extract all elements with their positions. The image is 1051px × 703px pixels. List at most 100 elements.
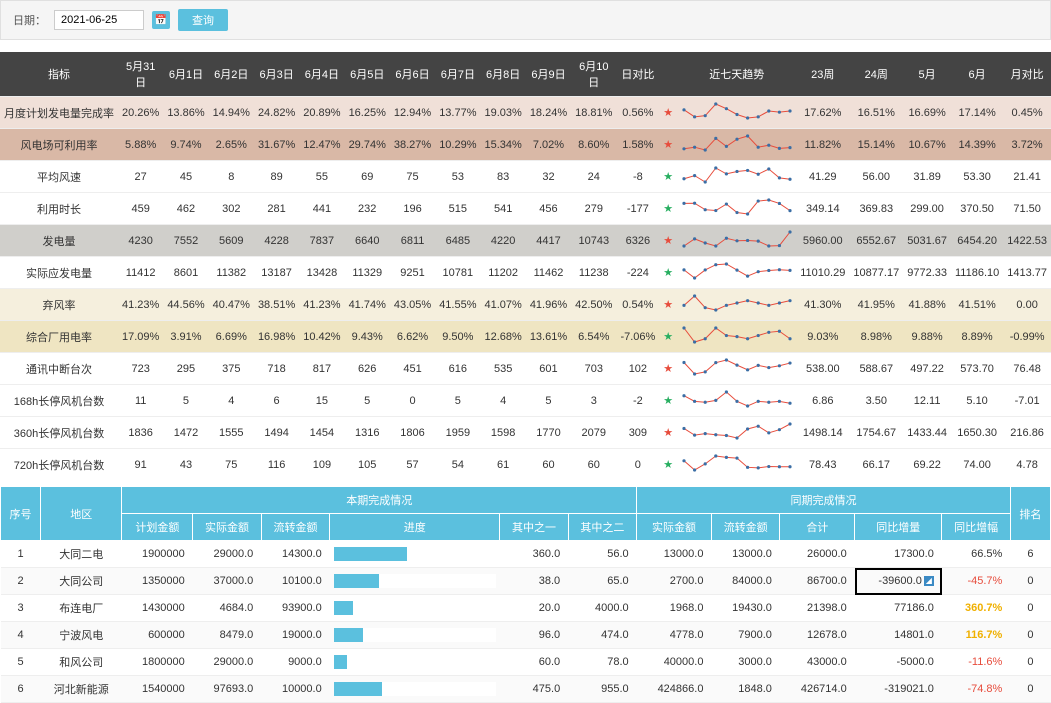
cell-total: 26000.0 [780,541,855,568]
metric-row: 实际应发电量1141286011138213187134281132992511… [0,257,1051,289]
metric-value: 1836 [118,417,163,449]
cell-delta: -319021.0 [855,676,942,703]
cell-flow: 9000.0 [261,649,329,676]
sparkline [677,449,796,481]
metric-value: 18.81% [571,97,616,129]
metric-value: 11202 [481,257,526,289]
metric-value: 75 [209,449,254,481]
trend-up-icon: ★ [663,107,673,119]
metric-tail: 9772.33 [903,257,951,289]
cell-rate: -74.8% [942,676,1010,703]
metric-value: 11412 [118,257,163,289]
trend-up-icon: ★ [663,299,673,311]
metric-value: 11382 [209,257,254,289]
metric-value: 1494 [254,417,299,449]
metric-row: 360h长停风机台数183614721555149414541316180619… [0,417,1051,449]
metric-value: 626 [345,353,390,385]
progress-bar [330,649,500,676]
metric-value: 6.62% [390,321,435,353]
cell-delta: -5000.0 [855,649,942,676]
metric-value: 309 [616,417,659,449]
metric-value: 38.51% [254,289,299,321]
metric-value: 10.29% [435,129,480,161]
completion-col-5: 其中之二 [568,514,636,541]
metric-tail: 10.67% [903,129,951,161]
metric-value: 5 [163,385,208,417]
metrics-col-17: 5月 [903,52,951,97]
metrics-col-7: 6月6日 [390,52,435,97]
metric-name: 利用时长 [0,193,118,225]
metric-tail: 8.98% [849,321,903,353]
date-input[interactable] [54,10,144,30]
note-icon[interactable]: ◢ [924,576,934,586]
metric-value: 60 [526,449,571,481]
metric-tail: -7.01 [1003,385,1051,417]
metric-value: 17.09% [118,321,163,353]
metric-value: 1806 [390,417,435,449]
completion-col-10: 同比增幅 [942,514,1010,541]
cell-rate: -45.7% [942,568,1010,595]
metric-tail: 76.48 [1003,353,1051,385]
metric-value: 89 [254,161,299,193]
completion-row: 6河北新能源154000097693.010000.0475.0955.0424… [1,676,1051,703]
metric-tail: 17.14% [951,97,1003,129]
progress-bar [330,568,500,595]
metric-value: 456 [526,193,571,225]
cell-plan: 1350000 [122,568,193,595]
metric-value: 4 [209,385,254,417]
metric-value: 91 [118,449,163,481]
metric-tail: 74.00 [951,449,1003,481]
metrics-col-10: 6月9日 [526,52,571,97]
cell-s_actual: 1968.0 [637,595,712,622]
metric-tail: 8.89% [951,321,1003,353]
completion-row: 2大同公司135000037000.010100.038.065.02700.0… [1,568,1051,595]
sparkline [677,321,796,353]
calendar-icon[interactable]: 📅 [152,11,170,29]
cell-delta: -39600.0◢ [855,568,942,595]
trend-up-icon: ★ [663,363,673,375]
completion-col-7: 流转金额 [711,514,779,541]
metric-value: 11 [118,385,163,417]
metric-value: 9.43% [345,321,390,353]
cell-region: 和风公司 [41,649,122,676]
metric-tail: 78.43 [796,449,849,481]
col-group-current: 本期完成情况 [122,487,637,514]
trend-down-icon: ★ [663,331,673,343]
metric-tail: 1650.30 [951,417,1003,449]
metric-tail: 538.00 [796,353,849,385]
metric-row: 通讯中断台次7232953757188176264516165356017031… [0,353,1051,385]
completion-row: 3布连电厂14300004684.093900.020.04000.01968.… [1,595,1051,622]
metrics-col-9: 6月8日 [481,52,526,97]
date-label: 日期： [13,12,46,28]
metric-tail: 66.17 [849,449,903,481]
cell-actual: 4684.0 [193,595,261,622]
col-rank: 排名 [1010,487,1050,541]
metric-row: 风电场可利用率5.88%9.74%2.65%31.67%12.47%29.74%… [0,129,1051,161]
metric-tail: 299.00 [903,193,951,225]
cell-total: 12678.0 [780,622,855,649]
metric-value: 10.42% [299,321,344,353]
metric-value: 13187 [254,257,299,289]
metric-value: 43.05% [390,289,435,321]
cell-seq: 4 [1,622,41,649]
cell-seq: 6 [1,676,41,703]
metric-value: 1770 [526,417,571,449]
metric-value: 9251 [390,257,435,289]
cell-region: 河北新能源 [41,676,122,703]
metric-value: 4228 [254,225,299,257]
cell-p1: 360.0 [500,541,568,568]
metric-value: 5 [526,385,571,417]
metric-value: 616 [435,353,480,385]
cell-rank: 6 [1010,541,1050,568]
metric-value: 535 [481,353,526,385]
completion-row: 4宁波风电6000008479.019000.096.0474.04778.07… [1,622,1051,649]
query-button[interactable]: 查询 [178,9,228,31]
cell-s_flow: 1848.0 [711,676,779,703]
metric-value: 4230 [118,225,163,257]
cell-rank: 0 [1010,568,1050,595]
metric-value: 703 [571,353,616,385]
metric-tail: 14.39% [951,129,1003,161]
metric-value: 54 [435,449,480,481]
metric-row: 弃风率41.23%44.56%40.47%38.51%41.23%41.74%4… [0,289,1051,321]
cell-region: 大同公司 [41,568,122,595]
